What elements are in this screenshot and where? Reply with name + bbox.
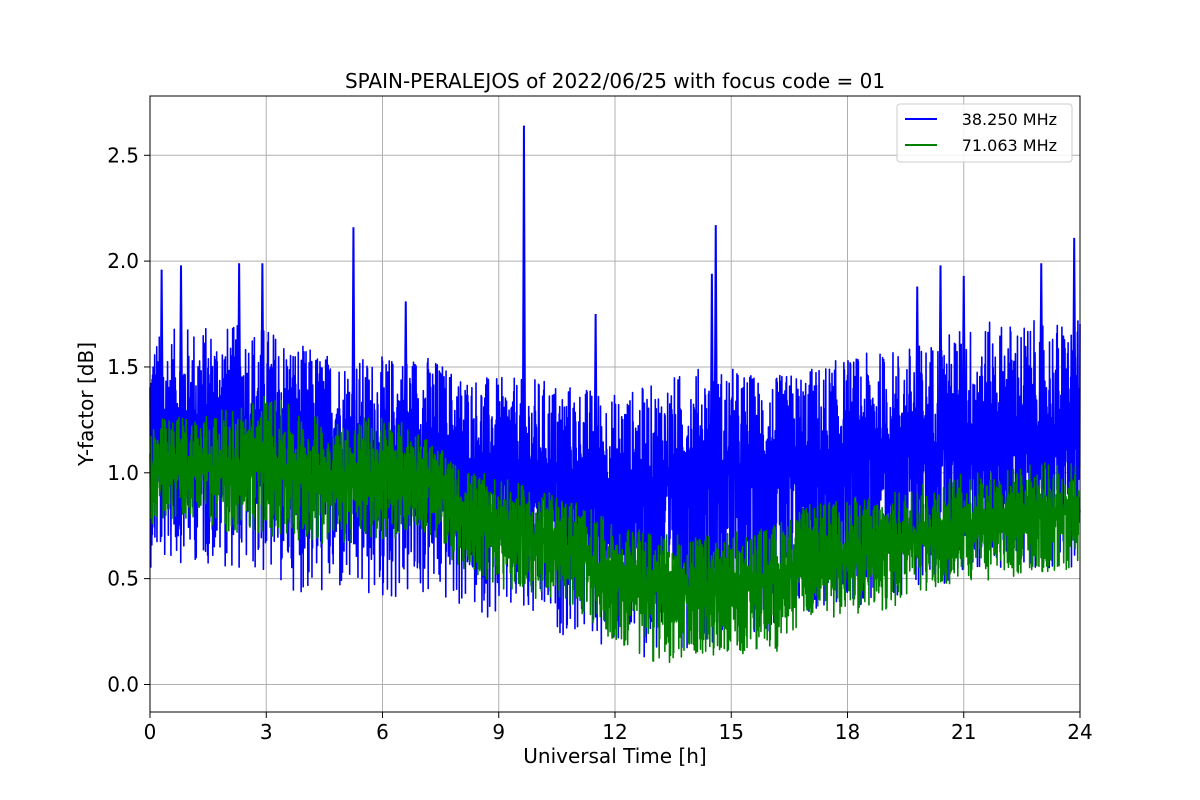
series-spike	[709, 273, 715, 471]
x-tick-label: 6	[376, 720, 389, 744]
series-spike	[236, 263, 242, 431]
series-spike	[915, 286, 920, 449]
x-tick-label: 12	[602, 720, 627, 744]
series-spike	[713, 225, 718, 471]
series-line-0	[149, 319, 1081, 658]
y-tick-label: 1.0	[107, 461, 139, 485]
legend-label: 38.250 MHz	[962, 110, 1057, 129]
series-spike	[1039, 263, 1044, 431]
plot-area	[149, 125, 1081, 664]
legend: 38.250 MHz 71.063 MHz	[896, 103, 1073, 163]
series-line-1	[149, 395, 1081, 664]
series-spike	[403, 301, 408, 454]
series-spike	[351, 227, 356, 453]
series-spike	[1072, 237, 1077, 427]
axis-ticks: 0 3 6 9 12 15 18 21 24 0.0 0.5 1.0 1.5 2.0 2.5	[107, 143, 1093, 744]
x-tick-label: 21	[951, 720, 976, 744]
y-tick-label: 0.0	[107, 672, 139, 696]
y-tick-label: 1.5	[107, 355, 139, 379]
series-spike	[938, 265, 943, 443]
x-tick-label: 9	[492, 720, 505, 744]
series-spike	[178, 265, 184, 433]
y-tick-label: 2.0	[107, 249, 139, 273]
y-axis-label: Y-factor [dB]	[74, 342, 98, 467]
x-tick-label: 24	[1067, 720, 1092, 744]
legend-box	[896, 103, 1073, 163]
series-spike	[260, 263, 265, 431]
x-tick-label: 18	[835, 720, 860, 744]
series-spike	[521, 125, 527, 472]
x-axis-label: Universal Time [h]	[523, 744, 706, 768]
chart-title: SPAIN-PERALEJOS of 2022/06/25 with focus…	[345, 69, 885, 93]
y-tick-label: 0.5	[107, 567, 139, 591]
y-tick-label: 2.5	[107, 143, 139, 167]
x-tick-label: 15	[719, 720, 744, 744]
x-tick-label: 0	[144, 720, 157, 744]
series-spike	[961, 275, 966, 435]
series-spike	[159, 269, 164, 438]
legend-label: 71.063 MHz	[962, 136, 1057, 155]
x-tick-label: 3	[260, 720, 273, 744]
series-spike	[593, 314, 598, 484]
